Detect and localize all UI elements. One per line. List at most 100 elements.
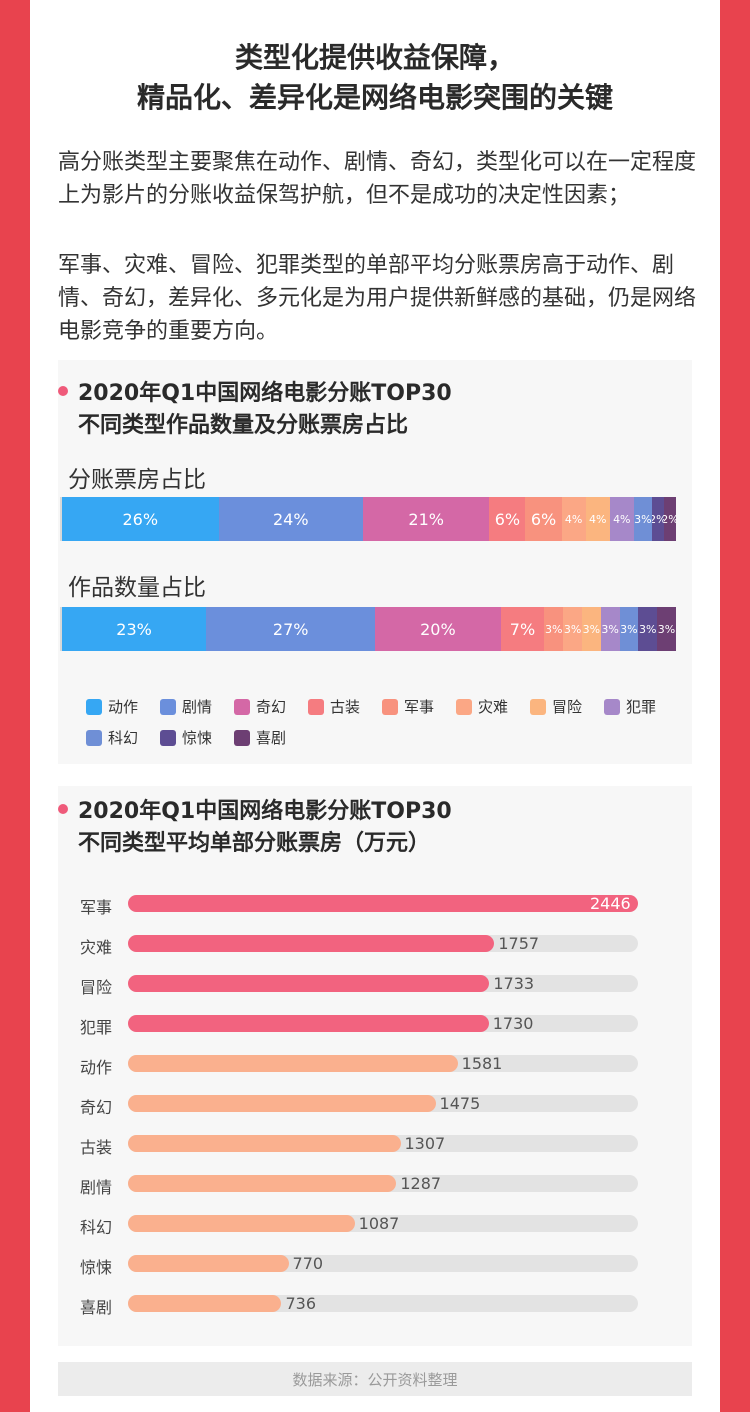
bullet-dot-icon (58, 386, 68, 396)
avg-revenue-bar (128, 1095, 436, 1112)
avg-revenue-category-label: 冒险 (80, 978, 113, 997)
section1-title-line1: 2020年Q1中国网络电影分账TOP30 (78, 381, 452, 406)
genre-legend: 动作 剧情 奇幻 古装 军事 灾难 冒险 犯罪科幻 惊悚 喜剧 (86, 696, 686, 748)
avg-revenue-row: 动作 1581 (80, 1054, 640, 1077)
share-segment-revenue-2: 21% (362, 497, 490, 541)
legend-swatch (308, 698, 324, 715)
count-share-label: 作品数量占比 (68, 575, 206, 601)
revenue-share-bar: 26%24%21%6%6%4%4%4%3%2%2% (60, 497, 676, 541)
avg-revenue-bar (128, 1015, 489, 1032)
legend-item: 犯罪 (604, 696, 678, 717)
avg-revenue-row: 剧情 1287 (80, 1174, 640, 1197)
bullet-dot-icon (58, 804, 68, 814)
data-source-note: 数据来源：公开资料整理 (58, 1362, 692, 1396)
avg-revenue-category-label: 动作 (80, 1058, 113, 1077)
legend-label: 灾难 (478, 698, 509, 716)
share-segment-revenue-1: 24% (218, 497, 363, 541)
avg-revenue-bar (128, 895, 638, 912)
avg-revenue-value-label: 1475 (439, 1094, 481, 1113)
share-segment-revenue-10: 2% (663, 497, 676, 541)
avg-revenue-bar (128, 1175, 397, 1192)
avg-revenue-category-label: 惊悚 (80, 1258, 113, 1277)
legend-item: 冒险 (530, 696, 604, 717)
legend-swatch (234, 698, 250, 715)
legend-swatch (86, 698, 102, 715)
legend-label: 惊悚 (182, 729, 213, 747)
legend-label: 犯罪 (626, 698, 657, 716)
avg-revenue-value-label: 1757 (498, 934, 540, 953)
section1-title: 2020年Q1中国网络电影分账TOP30 不同类型作品数量及分账票房占比 (58, 378, 698, 442)
avg-revenue-category-label: 灾难 (80, 938, 113, 957)
legend-item: 古装 (308, 696, 382, 717)
avg-revenue-category-label: 古装 (80, 1138, 113, 1157)
headline-line2: 精品化、差异化是网络电影突围的关键 (136, 81, 613, 114)
section2-title-line2: 不同类型平均单部分账票房（万元） (78, 831, 431, 856)
avg-revenue-bar (128, 1255, 289, 1272)
avg-revenue-category-label: 奇幻 (80, 1098, 113, 1117)
avg-revenue-value-label: 2446 (590, 894, 631, 913)
avg-revenue-category-label: 犯罪 (80, 1018, 113, 1037)
legend-label: 冒险 (552, 698, 583, 716)
share-segment-count-9: 3% (638, 607, 658, 651)
legend-swatch (160, 698, 176, 715)
avg-revenue-row: 惊悚 770 (80, 1254, 640, 1277)
avg-revenue-category-label: 剧情 (80, 1178, 113, 1197)
share-segment-revenue-9: 2% (651, 497, 664, 541)
share-segment-count-2: 20% (375, 607, 501, 651)
share-segment-count-10: 3% (657, 607, 676, 651)
legend-item: 科幻 (86, 727, 160, 748)
section2-title: 2020年Q1中国网络电影分账TOP30 不同类型平均单部分账票房（万元） (58, 796, 698, 860)
legend-item: 军事 (382, 696, 456, 717)
legend-label: 奇幻 (256, 698, 287, 716)
share-segment-count-6: 3% (581, 607, 601, 651)
legend-item: 动作 (86, 696, 160, 717)
legend-item: 奇幻 (234, 696, 308, 717)
share-segment-count-8: 3% (619, 607, 639, 651)
share-segment-revenue-6: 4% (585, 497, 610, 541)
avg-revenue-row: 科幻 1087 (80, 1214, 640, 1237)
count-share-bar: 23% 27% 20% 7% 3% 3% 3% 3% 3% 3% 3% (60, 607, 676, 651)
legend-swatch (234, 729, 250, 746)
section2-title-line1: 2020年Q1中国网络电影分账TOP30 (78, 799, 452, 824)
avg-revenue-bar (128, 975, 490, 992)
legend-label: 剧情 (182, 698, 213, 716)
avg-revenue-bar (128, 1055, 458, 1072)
avg-revenue-value-label: 1307 (404, 1134, 446, 1153)
avg-revenue-bar (128, 935, 495, 952)
avg-revenue-row: 犯罪 1730 (80, 1015, 640, 1037)
share-segment-count-3: 7% (500, 607, 545, 651)
legend-swatch (86, 729, 102, 746)
share-segment-count-4: 3% (544, 607, 564, 651)
avg-revenue-bar (128, 1215, 355, 1232)
avg-revenue-value-label: 1733 (493, 974, 535, 993)
legend-label: 古装 (330, 698, 361, 716)
share-segment-revenue-8: 3% (633, 497, 652, 541)
legend-swatch (604, 698, 620, 715)
legend-swatch (382, 698, 398, 715)
paragraph-1: 高分账类型主要聚焦在动作、剧情、奇幻，类型化可以在一定程度上为影片的分账收益保驾… (58, 150, 697, 208)
share-segment-revenue-0: 26% (62, 497, 219, 541)
avg-revenue-bar (128, 1295, 282, 1312)
legend-label: 喜剧 (256, 729, 287, 747)
avg-revenue-category-label: 科幻 (80, 1218, 113, 1237)
avg-revenue-value-label: 1287 (400, 1174, 442, 1193)
avg-revenue-category-label: 军事 (80, 898, 113, 917)
avg-revenue-row: 奇幻 1475 (80, 1094, 640, 1117)
share-segment-count-5: 3% (563, 607, 582, 651)
avg-revenue-value-label: 1581 (461, 1054, 503, 1073)
avg-revenue-bar (128, 1135, 401, 1152)
section1-title-line2: 不同类型作品数量及分账票房占比 (78, 413, 409, 438)
avg-revenue-row: 古装 1307 (80, 1134, 640, 1157)
avg-revenue-value-label: 770 (292, 1254, 324, 1273)
avg-revenue-value-label: 1087 (358, 1214, 400, 1233)
legend-label: 动作 (108, 698, 139, 716)
share-segment-count-1: 27% (206, 607, 376, 651)
avg-revenue-category-label: 喜剧 (80, 1298, 113, 1317)
share-segment-revenue-3: 6% (489, 497, 526, 541)
legend-swatch (456, 698, 472, 715)
legend-label: 军事 (404, 698, 435, 716)
share-segment-count-0: 23% (62, 607, 207, 651)
avg-revenue-value-label: 736 (285, 1294, 316, 1313)
share-chart-panel (58, 360, 692, 764)
share-segment-revenue-7: 4% (609, 497, 634, 541)
